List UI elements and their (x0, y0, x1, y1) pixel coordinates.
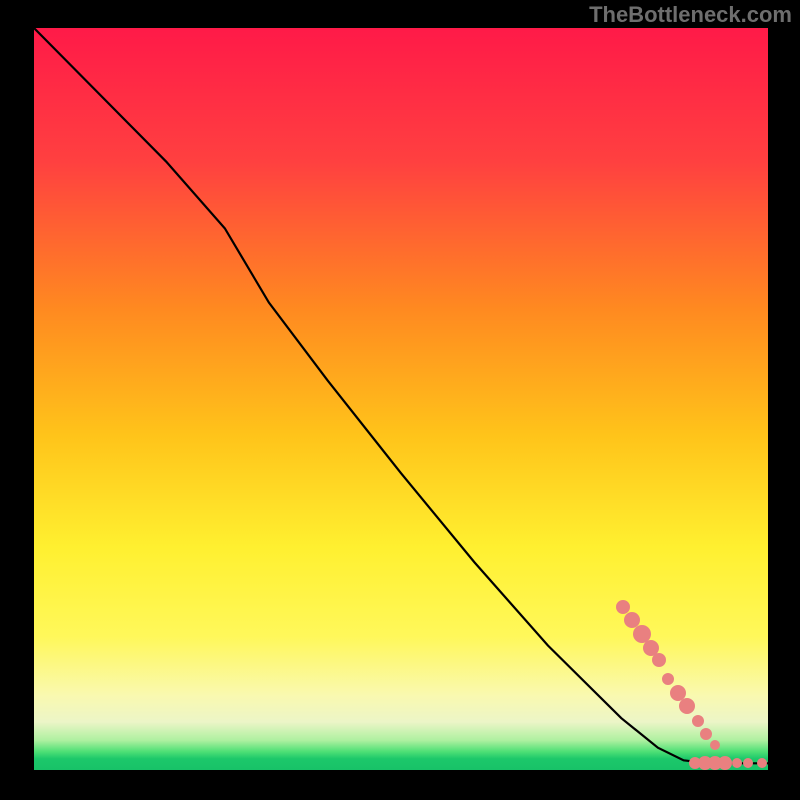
chart-frame: TheBottleneck.com (0, 0, 800, 800)
data-marker (718, 756, 732, 770)
data-marker (743, 758, 753, 768)
data-marker (679, 698, 695, 714)
data-marker (732, 758, 742, 768)
data-marker (652, 653, 666, 667)
data-marker (662, 673, 674, 685)
data-marker (757, 758, 767, 768)
data-marker (710, 740, 720, 750)
markers-layer (34, 28, 768, 770)
data-marker (616, 600, 630, 614)
data-marker (700, 728, 712, 740)
data-marker (692, 715, 704, 727)
watermark-text: TheBottleneck.com (589, 2, 792, 28)
plot-area (34, 28, 768, 770)
